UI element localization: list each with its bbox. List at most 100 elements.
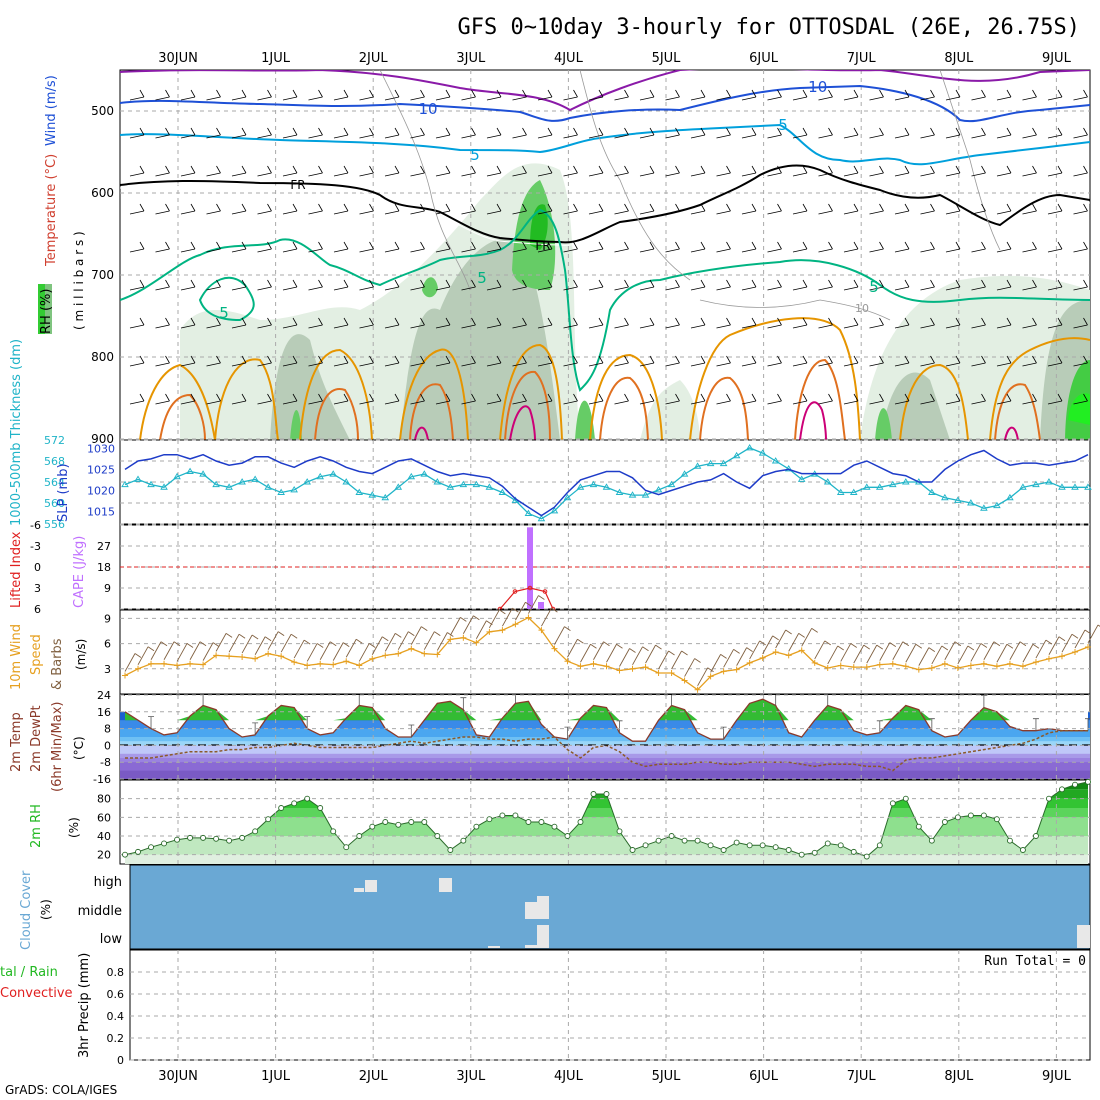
wind-barb — [1074, 629, 1092, 649]
wind-speed-point — [863, 664, 870, 671]
wind-barb — [397, 631, 415, 650]
rh2m-point — [590, 791, 597, 797]
wind-barb — [671, 650, 688, 670]
rh2m-point — [954, 814, 961, 821]
rh2m-point — [382, 819, 389, 825]
temp-range-bar — [876, 720, 883, 733]
wind-speed-point — [369, 655, 376, 662]
contour-warm-7 — [689, 317, 861, 440]
cloud-level-middle: middle — [78, 904, 122, 919]
wind-speed-point — [512, 621, 519, 628]
rh2m-point — [889, 800, 896, 807]
rh2m-point — [525, 819, 532, 825]
wind-speed-point — [980, 660, 987, 667]
rh2m-point — [876, 842, 883, 849]
thickness-point — [967, 499, 975, 506]
date-label: 5JUL — [652, 1069, 682, 1084]
contour-warm-1 — [139, 363, 216, 440]
wind-tick: 3 — [104, 663, 111, 676]
precip-label-3: 3hr Precip (mm) — [77, 953, 92, 1058]
thickness-point — [160, 483, 168, 490]
temp-tick: 16 — [97, 706, 111, 719]
wind-barb — [983, 641, 1001, 660]
wind-barb — [645, 644, 662, 664]
rh-shading-bright — [1068, 393, 1090, 425]
rh2m-point — [863, 853, 870, 860]
wind-barb — [918, 647, 936, 666]
contour-minus-20 — [120, 70, 1090, 112]
wind-barb — [1022, 643, 1040, 663]
wind-barb — [332, 642, 350, 661]
slp-tick: 1020 — [87, 484, 115, 497]
lifted-index-point — [527, 585, 533, 591]
thickness-point — [1045, 478, 1053, 485]
rh2m-point — [408, 819, 415, 825]
lifted-index-point — [512, 589, 518, 594]
temp-range-bar — [564, 726, 571, 740]
pressure-tick: 500 — [91, 104, 114, 118]
rh2m-point — [148, 844, 154, 851]
wind-speed-point — [772, 649, 779, 655]
rh2m-point — [850, 848, 857, 855]
rh2m-point — [226, 837, 233, 844]
temp-range-bar — [148, 716, 155, 729]
wind-barb — [606, 643, 623, 663]
wind-barb — [488, 609, 506, 629]
wind-speed-point — [655, 670, 662, 676]
contour-label: 5 — [219, 304, 229, 322]
temp-range-bar — [671, 695, 672, 706]
thickness-point — [134, 475, 142, 482]
wind-barb — [1048, 636, 1066, 655]
thickness-point — [212, 480, 220, 488]
contour-warm-11 — [314, 388, 359, 440]
temp-range-bar — [304, 716, 311, 729]
cloud-bar-low — [1077, 925, 1090, 948]
rh2m-point — [616, 828, 623, 835]
thickness-point — [1006, 493, 1014, 501]
rh2m-point — [356, 833, 363, 839]
pressure-tick: 600 — [91, 186, 114, 200]
bottom-date-axis: 30JUN 1JUL 2JUL 3JUL 4JUL 5JUL 6JUL 7JUL 8JUL 9JU… — [158, 1069, 1071, 1084]
rh2m-point — [694, 837, 701, 844]
rh2m-point — [447, 847, 454, 853]
date-label: 2JUL — [359, 1069, 389, 1084]
wind-speed-point — [1045, 655, 1052, 662]
wind-barb — [371, 636, 389, 655]
cloud-bar-low — [537, 925, 549, 948]
rh2m-point — [928, 837, 935, 844]
wind-barb — [306, 643, 324, 662]
temp2m-label-4: (°C) — [72, 736, 86, 760]
slp-label: SLP (mb) — [56, 463, 71, 522]
date-label: 8JUL — [944, 1069, 974, 1084]
rh2m-point — [707, 842, 714, 849]
wind-barb — [280, 633, 298, 653]
wind-speed-point — [694, 686, 701, 693]
date-label: 7JUL — [847, 51, 877, 66]
cloud-cover-panel: high middle low Cloud Cover (%) — [19, 864, 1091, 950]
wind-barb — [866, 644, 884, 664]
date-label: 6JUL — [749, 1069, 779, 1084]
temperature-label: Temperature (°C) — [44, 154, 59, 267]
wind-barb — [736, 647, 753, 666]
contour-label: 10 — [418, 100, 437, 118]
rh2m-point — [824, 840, 831, 847]
thickness-point — [498, 488, 507, 495]
rh2m-point — [902, 795, 909, 802]
rh2m-point — [421, 819, 428, 825]
rh2m-point — [629, 847, 636, 853]
wind-barb — [749, 640, 766, 660]
rh-label: RH (%) — [39, 289, 54, 334]
thickness-point — [537, 514, 546, 522]
wind-barb — [892, 641, 910, 660]
lifted-index-point — [542, 589, 548, 594]
top-date-axis: 30JUN 1JUL 2JUL 3JUL 4JUL 5JUL 6JUL 7JUL 8JUL 9JU… — [158, 51, 1071, 66]
wind-barb — [319, 641, 337, 660]
wind-barb — [723, 648, 740, 668]
wind-speed-point — [174, 662, 181, 669]
pressure-tick: 800 — [91, 350, 114, 364]
thickness-point — [173, 472, 181, 480]
thickness-tick: 568 — [44, 455, 65, 468]
thickness-point — [576, 483, 585, 490]
contour-warm-10 — [159, 393, 206, 440]
